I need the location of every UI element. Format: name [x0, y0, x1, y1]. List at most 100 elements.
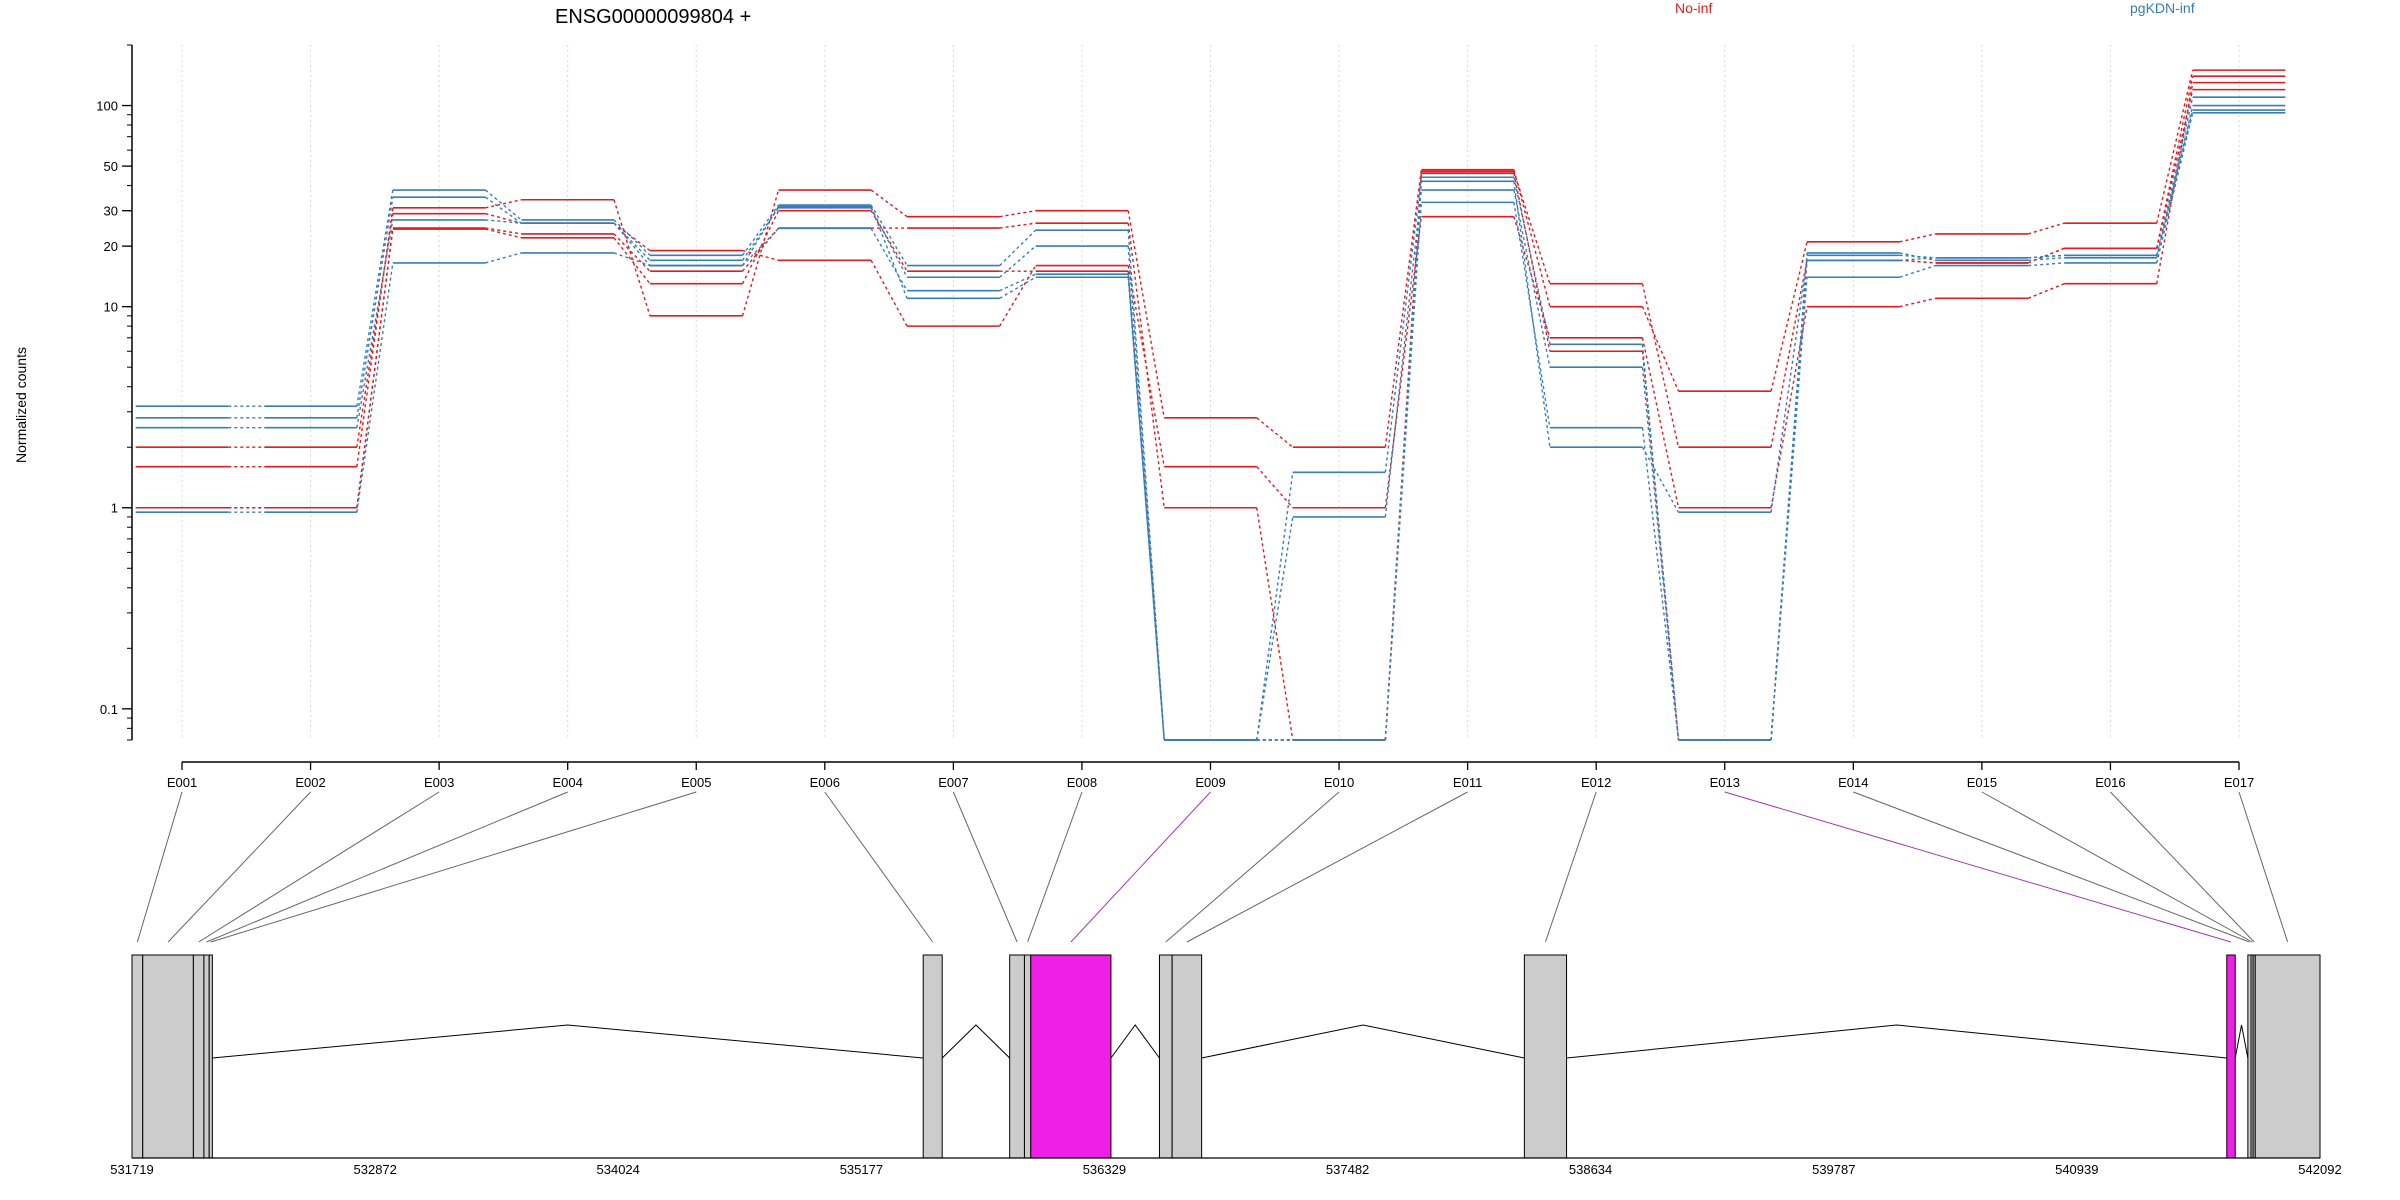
series-connector [1641, 337, 1680, 508]
series-connector [485, 219, 522, 224]
series-connector [1899, 259, 1936, 264]
series-connector [870, 207, 908, 278]
exon-box-e007 [1009, 954, 1025, 1159]
series-connector [1127, 223, 1165, 508]
series-connector [356, 197, 394, 418]
series-connector [1384, 216, 1423, 508]
exon-box-e002 [142, 954, 194, 1159]
chart-title: ENSG00000099804 + [555, 6, 751, 28]
connector-e011 [1186, 791, 1468, 943]
series-connector [999, 273, 1036, 292]
exon-box-e003 [192, 954, 205, 1159]
connector-e002 [167, 791, 311, 943]
exon-box-e009 [1030, 954, 1112, 1159]
series-connector [1127, 210, 1165, 418]
y-tick-label: 20 [104, 239, 118, 254]
exon-box-e011 [1171, 954, 1203, 1159]
series-pgkdn-inf-6 [135, 112, 2286, 741]
series-connector [870, 206, 908, 299]
exon-box-e008 [1023, 954, 1032, 1159]
series-connector [356, 207, 394, 467]
exon-box-e001 [131, 954, 144, 1159]
series-connector [1770, 260, 1808, 513]
series-connector [1899, 297, 1936, 308]
x-tick-label-e014: E014 [1838, 775, 1868, 790]
connector-e017 [2238, 791, 2289, 943]
series-connector [999, 265, 1037, 327]
x-tick-label-e009: E009 [1195, 775, 1225, 790]
x-tick-label-e005: E005 [681, 775, 711, 790]
coord-tick-label: 536329 [1083, 1162, 1126, 1177]
series-connector [1513, 171, 1551, 284]
x-tick-label-e016: E016 [2095, 775, 2125, 790]
series-connector [741, 210, 780, 285]
y-tick-label: 30 [104, 204, 118, 219]
coord-tick-label: 531719 [110, 1162, 153, 1177]
connector-e007 [952, 791, 1018, 943]
x-tick-label-e001: E001 [167, 775, 197, 790]
series-connector [613, 222, 651, 252]
series-connector [1384, 169, 1423, 448]
series-connector [1770, 260, 1808, 448]
series-connector [1256, 507, 1294, 741]
series-connector [2028, 262, 2065, 267]
series-no-inf-1 [135, 69, 2286, 468]
series-connector [485, 228, 522, 239]
series-connector [1899, 252, 1936, 261]
series-connector [1770, 277, 1808, 741]
series-connector [2027, 222, 2065, 235]
series-connector [999, 276, 1037, 299]
series-connector [1641, 306, 1680, 392]
connector-e015 [1981, 791, 2253, 943]
series-connector [485, 212, 522, 224]
exon-box-e013 [2226, 954, 2236, 1159]
series-connector [356, 219, 394, 428]
connector-e003 [198, 791, 440, 943]
series-connector [1384, 181, 1423, 741]
exon-box-e006 [922, 954, 943, 1159]
series-lines [135, 69, 2286, 741]
series-connector [741, 207, 780, 261]
series-connector [1256, 466, 1294, 509]
series-connector [485, 252, 522, 264]
x-tick-label-e012: E012 [1581, 775, 1611, 790]
series-no-inf-3 [135, 88, 2286, 741]
series-connector [2156, 112, 2194, 264]
exon-box-e012 [1523, 954, 1568, 1159]
series-connector [1127, 265, 1165, 467]
series-connector [1770, 241, 1808, 392]
legend-pgkdn-inf: pgKDN-inf [2130, 0, 2195, 16]
x-tick-label-e007: E007 [938, 775, 968, 790]
series-connector [1513, 177, 1551, 345]
connector-e012 [1544, 791, 1597, 943]
series-connector [1899, 264, 1936, 278]
series-connector [613, 219, 651, 256]
series-connector [484, 196, 522, 224]
series-connector [613, 237, 651, 285]
exon-box-e017 [2254, 954, 2321, 1159]
series-connector [2156, 69, 2194, 224]
series-connector [1127, 246, 1165, 741]
series-connector [1256, 472, 1294, 741]
series-connector [1641, 283, 1680, 448]
series-connector [1127, 230, 1165, 741]
series-pgkdn-inf-7 [135, 109, 2286, 741]
y-axis: 0.1 1 10 20 30 50 100 [96, 44, 133, 741]
x-tick-label-e003: E003 [424, 775, 454, 790]
connector-e014 [1853, 791, 2250, 943]
x-tick-label-e008: E008 [1067, 775, 1097, 790]
coord-tick-label: 537482 [1326, 1162, 1369, 1177]
series-connector [1641, 427, 1680, 741]
connector-e006 [824, 791, 934, 943]
coord-tick-label: 535177 [840, 1162, 883, 1177]
series-connector [2027, 247, 2065, 264]
y-tick-label: 1 [111, 501, 118, 516]
connector-e009 [1070, 791, 1211, 943]
series-connector [613, 252, 651, 267]
gene-model [131, 954, 2321, 1159]
coord-tick-label: 534024 [597, 1162, 640, 1177]
series-connector [2156, 109, 2194, 256]
coord-tick-label: 540939 [2055, 1162, 2098, 1177]
series-connector [1513, 181, 1551, 448]
